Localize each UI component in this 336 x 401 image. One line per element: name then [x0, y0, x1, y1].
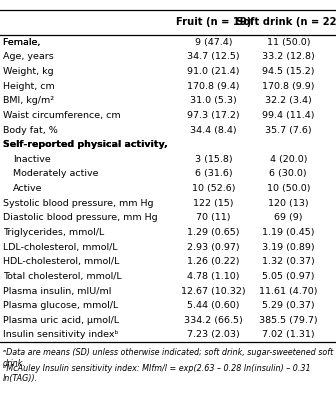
Text: Plasma insulin, mIU/ml: Plasma insulin, mIU/ml [3, 287, 111, 296]
Text: 5.05 (0.97): 5.05 (0.97) [262, 272, 314, 281]
Text: 94.5 (15.2): 94.5 (15.2) [262, 67, 314, 76]
Text: 34.4 (8.4): 34.4 (8.4) [190, 126, 237, 134]
Text: Plasma glucose, mmol/L: Plasma glucose, mmol/L [3, 301, 118, 310]
Text: HDL-cholesterol, mmol/L: HDL-cholesterol, mmol/L [3, 257, 119, 266]
Text: 7.02 (1.31): 7.02 (1.31) [262, 330, 314, 339]
Text: 3 (15.8): 3 (15.8) [195, 155, 232, 164]
Text: ᵇMcAuley Insulin sensitivity index: MIfm/l = exp(2.63 – 0.28 ln(insulin) – 0.31 : ᵇMcAuley Insulin sensitivity index: MIfm… [3, 363, 310, 383]
Text: Soft drink (n = 22): Soft drink (n = 22) [236, 18, 336, 27]
Text: 3.19 (0.89): 3.19 (0.89) [262, 243, 314, 251]
Text: Inactive: Inactive [13, 155, 50, 164]
Text: 10 (50.0): 10 (50.0) [266, 184, 310, 193]
Text: 120 (13): 120 (13) [268, 199, 308, 208]
Text: 32.2 (3.4): 32.2 (3.4) [265, 96, 312, 105]
Text: 170.8 (9.4): 170.8 (9.4) [187, 82, 240, 91]
Text: 1.26 (0.22): 1.26 (0.22) [187, 257, 240, 266]
Text: Self-reported physical activity, n (%): Self-reported physical activity, n (%) [3, 140, 199, 149]
Text: Systolic blood pressure, mm Hg: Systolic blood pressure, mm Hg [3, 199, 153, 208]
Text: 10 (52.6): 10 (52.6) [192, 184, 235, 193]
Text: 2.93 (0.97): 2.93 (0.97) [187, 243, 240, 251]
Text: ᵃData are means (SD) unless otherwise indicated; soft drink, sugar-sweetened sof: ᵃData are means (SD) unless otherwise in… [3, 348, 333, 368]
Text: 170.8 (9.9): 170.8 (9.9) [262, 82, 314, 91]
Text: Self-reported physical activity,: Self-reported physical activity, [3, 140, 171, 149]
Text: 31.0 (5.3): 31.0 (5.3) [190, 96, 237, 105]
Text: 34.7 (12.5): 34.7 (12.5) [187, 53, 240, 61]
Text: 1.19 (0.45): 1.19 (0.45) [262, 228, 314, 237]
Text: Diastolic blood pressure, mm Hg: Diastolic blood pressure, mm Hg [3, 213, 157, 222]
Text: Female, n (%): Female, n (%) [3, 38, 69, 47]
Text: 7.23 (2.03): 7.23 (2.03) [187, 330, 240, 339]
Text: 6 (31.6): 6 (31.6) [195, 170, 232, 178]
Text: Female,: Female, [3, 38, 43, 47]
Text: 4 (20.0): 4 (20.0) [269, 155, 307, 164]
Text: 35.7 (7.6): 35.7 (7.6) [265, 126, 311, 134]
Text: Weight, kg: Weight, kg [3, 67, 53, 76]
Text: 122 (15): 122 (15) [193, 199, 234, 208]
Text: Height, cm: Height, cm [3, 82, 54, 91]
Text: Age, years: Age, years [3, 53, 53, 61]
Text: 91.0 (21.4): 91.0 (21.4) [187, 67, 240, 76]
Text: 385.5 (79.7): 385.5 (79.7) [259, 316, 318, 325]
Text: Plasma uric acid, μmol/L: Plasma uric acid, μmol/L [3, 316, 119, 325]
Text: LDL-cholesterol, mmol/L: LDL-cholesterol, mmol/L [3, 243, 117, 251]
Text: 6 (30.0): 6 (30.0) [269, 170, 307, 178]
Text: 11.61 (4.70): 11.61 (4.70) [259, 287, 318, 296]
Text: Triglycerides, mmol/L: Triglycerides, mmol/L [3, 228, 104, 237]
Text: 4.78 (1.10): 4.78 (1.10) [187, 272, 240, 281]
Text: 11 (50.0): 11 (50.0) [266, 38, 310, 47]
Text: 1.32 (0.37): 1.32 (0.37) [262, 257, 314, 266]
Text: BMI, kg/m²: BMI, kg/m² [3, 96, 54, 105]
Text: 97.3 (17.2): 97.3 (17.2) [187, 111, 240, 120]
Text: 334.2 (66.5): 334.2 (66.5) [184, 316, 243, 325]
Text: 5.44 (0.60): 5.44 (0.60) [187, 301, 240, 310]
Text: Total cholesterol, mmol/L: Total cholesterol, mmol/L [3, 272, 121, 281]
Text: Female,: Female, [3, 38, 43, 47]
Text: Moderately active: Moderately active [13, 170, 98, 178]
Text: Body fat, %: Body fat, % [3, 126, 57, 134]
Text: 33.2 (12.8): 33.2 (12.8) [262, 53, 314, 61]
Text: 12.67 (10.32): 12.67 (10.32) [181, 287, 246, 296]
Text: 99.4 (11.4): 99.4 (11.4) [262, 111, 314, 120]
Text: Waist circumference, cm: Waist circumference, cm [3, 111, 120, 120]
Text: 9 (47.4): 9 (47.4) [195, 38, 232, 47]
Text: Active: Active [13, 184, 42, 193]
Text: Self-reported physical activity,: Self-reported physical activity, [3, 140, 171, 149]
Text: Insulin sensitivity indexᵇ: Insulin sensitivity indexᵇ [3, 330, 118, 339]
Text: 70 (11): 70 (11) [196, 213, 230, 222]
Text: 5.29 (0.37): 5.29 (0.37) [262, 301, 314, 310]
Text: 69 (9): 69 (9) [274, 213, 302, 222]
Text: 1.29 (0.65): 1.29 (0.65) [187, 228, 240, 237]
Text: Fruit (n = 19): Fruit (n = 19) [176, 18, 251, 27]
